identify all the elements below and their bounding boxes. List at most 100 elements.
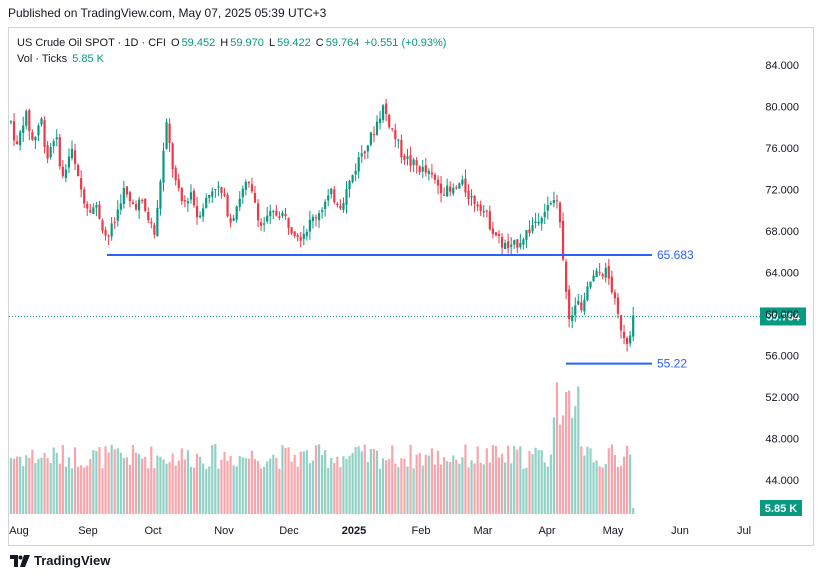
candle-body <box>394 129 397 140</box>
volume-bar <box>186 450 189 514</box>
x-tick-label: Jul <box>737 525 751 537</box>
volume-bar <box>467 467 470 514</box>
volume-bar <box>159 456 162 514</box>
candle-body <box>409 155 412 166</box>
volume-bar <box>104 446 107 514</box>
candle-body <box>558 202 562 223</box>
volume-bar <box>37 458 40 514</box>
volume-bar <box>80 465 83 514</box>
candle-body <box>125 186 128 195</box>
candle-body <box>571 315 574 322</box>
candle-body <box>519 242 522 248</box>
volume-bar <box>153 468 156 514</box>
candle-body <box>226 194 229 217</box>
volume-bar <box>443 457 446 514</box>
candle-body <box>101 220 104 231</box>
candle-body <box>165 122 168 149</box>
volume-bar <box>360 451 363 514</box>
volume-bar <box>601 467 604 514</box>
volume-bar <box>125 457 128 514</box>
volume-bar <box>619 465 623 514</box>
candle-body <box>424 165 427 173</box>
candle-body <box>263 223 266 225</box>
y-tick-label: 80.000 <box>765 102 799 114</box>
candle-body <box>183 200 186 202</box>
candle-body <box>199 215 202 218</box>
volume-bar <box>192 467 196 514</box>
candle-body <box>217 186 220 188</box>
candle-body <box>580 302 583 311</box>
candle-body <box>626 338 629 345</box>
candle-body <box>159 181 162 209</box>
candle-body <box>482 211 485 213</box>
volume-bar <box>507 445 510 514</box>
volume-bar <box>293 454 296 514</box>
candle-body <box>192 190 196 206</box>
volume-bar <box>354 447 357 514</box>
candle-body <box>391 128 394 130</box>
volume-bar <box>561 415 565 514</box>
candle-body <box>247 182 250 184</box>
candle-body <box>287 217 290 228</box>
volume-bar <box>345 458 348 514</box>
volume-bar <box>110 444 113 514</box>
volume-bar <box>107 452 110 514</box>
candle-body <box>543 211 546 218</box>
candle-body <box>357 157 360 172</box>
candle-body <box>168 123 171 143</box>
symbol-label[interactable]: US Crude Oil SPOT · 1D · CFI <box>17 37 166 49</box>
volume-bar <box>378 468 382 514</box>
volume-bar <box>73 447 77 514</box>
volume-bar <box>372 448 376 514</box>
published-header: Published on TradingView.com, May 07, 20… <box>8 6 327 20</box>
candle-body <box>568 289 571 320</box>
candle-body <box>619 315 623 331</box>
candle-body <box>534 221 537 223</box>
candle-body <box>345 189 348 205</box>
volume-bar <box>412 468 415 514</box>
volume-label[interactable]: Vol · Ticks <box>17 53 68 65</box>
candle-body <box>577 300 580 305</box>
volume-bar <box>46 458 49 514</box>
candle-body <box>388 114 391 128</box>
volume-bar <box>321 455 324 514</box>
candle-body <box>46 145 49 159</box>
volume-bar <box>278 468 281 514</box>
volume-bar <box>470 460 473 514</box>
candle-body <box>589 281 592 288</box>
volume-bar <box>272 454 275 514</box>
volume-bar <box>406 466 409 514</box>
candle-body <box>385 103 388 114</box>
tradingview-brand[interactable]: TradingView <box>10 553 110 568</box>
candle-body <box>119 203 122 210</box>
volume-bar <box>199 456 202 514</box>
volume-bar <box>220 459 223 514</box>
candle-body <box>314 217 318 219</box>
volume-bar <box>430 448 433 514</box>
candle-body <box>540 217 543 224</box>
volume-bar <box>134 452 138 514</box>
x-tick-label: Dec <box>279 525 299 537</box>
candle-body <box>211 191 214 197</box>
close-value: 59.764 <box>325 37 360 49</box>
candle-body <box>162 150 165 183</box>
volume-bar <box>28 457 31 514</box>
candle-body <box>458 183 461 189</box>
candle-body <box>610 276 613 293</box>
volume-bar <box>189 466 193 514</box>
volume-bar <box>366 462 369 514</box>
candle-body <box>479 204 482 211</box>
volume-bar <box>317 444 321 514</box>
candle-body <box>531 225 534 232</box>
volume-bar <box>415 454 418 514</box>
candle-body <box>464 178 467 193</box>
candle-body <box>372 134 376 136</box>
candle-body <box>455 187 458 189</box>
volume-bar <box>171 453 174 514</box>
candle-body <box>290 227 293 234</box>
candle-body <box>436 179 440 186</box>
open-value: 59.452 <box>181 37 216 49</box>
volume-bar <box>473 463 476 514</box>
candle-body <box>351 175 354 183</box>
